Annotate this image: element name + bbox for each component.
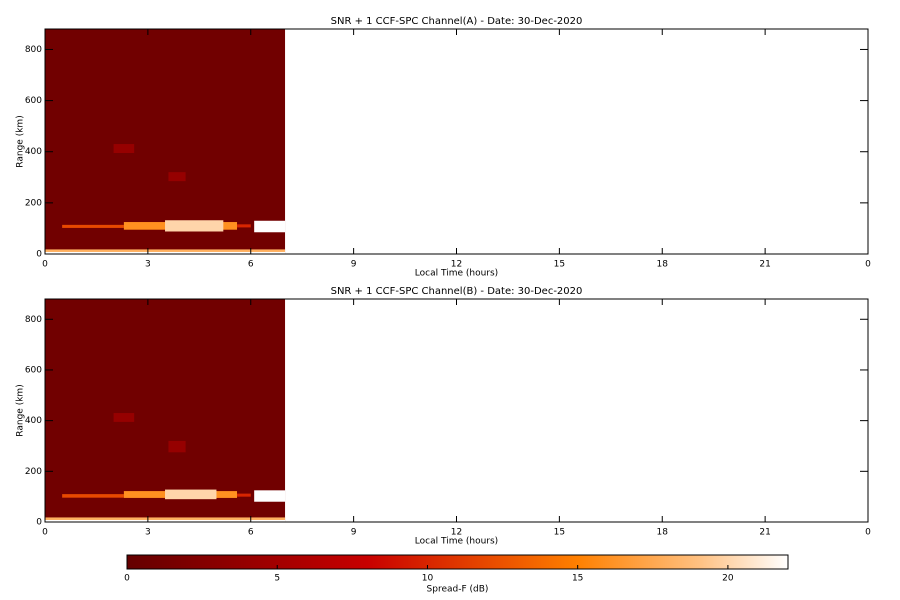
y-tick-label: 0: [36, 250, 42, 260]
y-tick-label: 200: [25, 467, 42, 477]
heat-cell: [62, 224, 124, 228]
x-tick-label: 0: [865, 528, 871, 538]
y-tick-label: 800: [25, 315, 42, 325]
x-tick-label: 15: [554, 528, 565, 538]
colorbar-tick-label: 20: [722, 574, 734, 584]
x-tick-label: 6: [248, 260, 254, 270]
colorbar-label: Spread-F (dB): [427, 585, 489, 595]
heat-cell: [237, 224, 251, 228]
x-tick-label: 21: [759, 260, 770, 270]
colorbar-tick-label: 10: [422, 574, 434, 584]
y-tick-label: 0: [36, 518, 42, 528]
x-axis-label: Local Time (hours): [415, 269, 498, 279]
heat-cell: [45, 299, 286, 522]
x-axis-label: Local Time (hours): [415, 537, 498, 547]
chart-title: SNR + 1 CCF-SPC Channel(A) - Date: 30-De…: [331, 16, 583, 27]
y-tick-label: 800: [25, 45, 42, 55]
x-tick-label: 0: [42, 528, 48, 538]
y-axis-label: Range (km): [16, 115, 26, 167]
y-tick-label: 400: [25, 147, 42, 157]
colorbar-tick-label: 15: [572, 574, 583, 584]
x-tick-label: 12: [451, 528, 462, 538]
heat-cell: [237, 493, 251, 497]
x-tick-label: 3: [145, 260, 151, 270]
heat-cell: [45, 251, 286, 254]
x-tick-label: 6: [248, 528, 254, 538]
heat-cell: [168, 172, 186, 182]
y-tick-label: 600: [25, 96, 42, 106]
x-tick-label: 18: [657, 528, 669, 538]
colorbar-tick-label: 5: [274, 574, 280, 584]
y-axis-label: Range (km): [16, 384, 26, 436]
x-tick-label: 18: [657, 260, 669, 270]
heat-cell: [45, 517, 286, 522]
x-tick-label: 12: [451, 260, 462, 270]
x-tick-label: 0: [865, 260, 871, 270]
y-tick-label: 600: [25, 365, 42, 375]
heat-cell: [62, 494, 124, 498]
y-tick-label: 400: [25, 416, 42, 426]
heat-cell: [254, 220, 286, 233]
x-tick-label: 3: [145, 528, 151, 538]
x-tick-label: 9: [351, 528, 357, 538]
colorbar: [126, 554, 789, 570]
heat-cell: [113, 413, 135, 422]
heat-cell: [45, 519, 286, 522]
heat-cell: [165, 489, 217, 500]
heat-cell: [45, 29, 286, 254]
colorbar-tick-label: 0: [124, 574, 130, 584]
x-tick-label: 15: [554, 260, 565, 270]
y-tick-label: 200: [25, 198, 42, 208]
heat-cell: [165, 220, 224, 232]
heat-cell: [113, 144, 135, 154]
x-tick-label: 9: [351, 260, 357, 270]
x-tick-label: 21: [759, 528, 770, 538]
heat-cell: [45, 249, 286, 254]
x-tick-label: 0: [42, 260, 48, 270]
heat-cell: [254, 490, 286, 502]
heat-cell: [168, 440, 186, 453]
chart-title: SNR + 1 CCF-SPC Channel(B) - Date: 30-De…: [331, 286, 583, 297]
